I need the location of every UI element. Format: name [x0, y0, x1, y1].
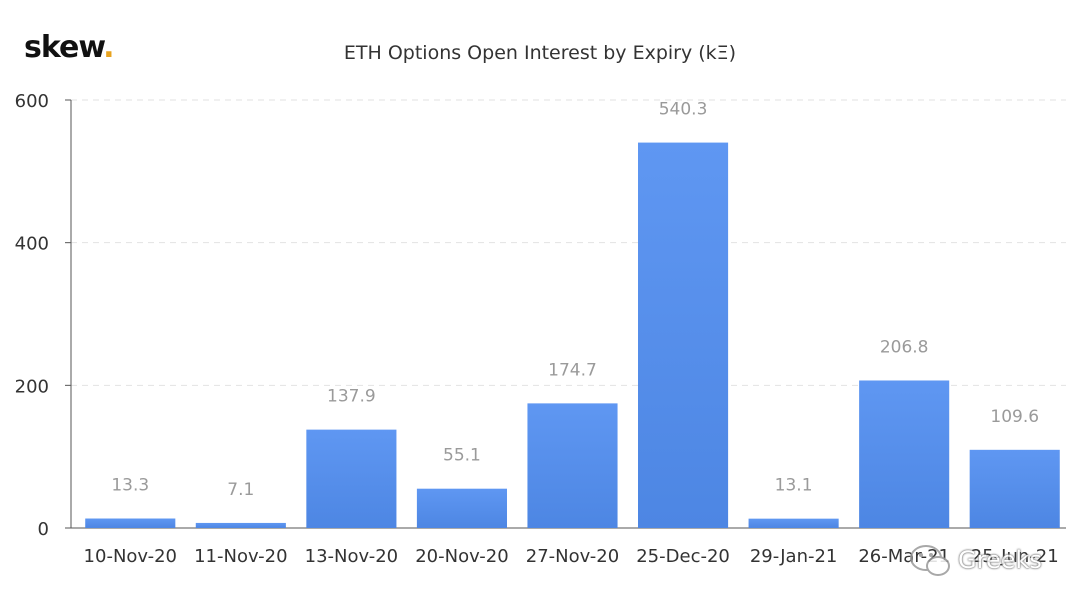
bar-25-Jun-21	[969, 449, 1060, 528]
x-tick-label-25-Dec-20: 25-Dec-20	[636, 546, 730, 567]
data-label-20-Nov-20: 55.1	[443, 446, 481, 466]
brand-name: skew	[24, 30, 104, 65]
bar-25-Dec-20	[638, 142, 729, 528]
x-tick-label-29-Jan-21: 29-Jan-21	[750, 546, 838, 567]
bar-20-Nov-20	[416, 488, 507, 528]
data-label-27-Nov-20: 174.7	[548, 360, 597, 380]
skew-logo: skew.	[24, 30, 115, 65]
data-label-11-Nov-20: 7.1	[227, 480, 254, 500]
x-tick-label-26-Mar-21: 26-Mar-21	[858, 546, 950, 567]
y-tick-label-0: 0	[38, 519, 49, 540]
chart-title: ETH Options Open Interest by Expiry (kΞ)	[343, 42, 737, 64]
data-labels: 13.3 7.1 137.9 55.1 174.7 540.3 13.1 206.8 109.6	[111, 100, 1039, 500]
bar-27-Nov-20	[527, 403, 618, 528]
x-tick-label-25-Jun-21: 25-Jun-21	[971, 546, 1059, 567]
brand-dot: .	[103, 30, 114, 65]
y-tick-label-600: 600	[15, 91, 49, 112]
bar-10-Nov-20	[85, 518, 176, 528]
bar-11-Nov-20	[195, 522, 286, 528]
watermark: Greeks	[906, 540, 1056, 580]
x-tick-label-20-Nov-20: 20-Nov-20	[415, 546, 508, 567]
x-tick-label-10-Nov-20: 10-Nov-20	[84, 546, 177, 567]
x-tick-label-13-Nov-20: 13-Nov-20	[305, 546, 398, 567]
bar-26-Mar-21	[859, 380, 950, 528]
data-label-13-Nov-20: 137.9	[327, 387, 376, 407]
y-tick-label-200: 200	[15, 376, 49, 397]
bar-13-Nov-20	[306, 429, 397, 528]
data-label-29-Jan-21: 13.1	[775, 476, 813, 496]
tick-labels: 0 200 400 600 10-Nov-20 11-Nov-20 13-Nov-20 20-…	[15, 91, 1059, 567]
x-tick-label-11-Nov-20: 11-Nov-20	[194, 546, 287, 567]
data-label-10-Nov-20: 13.3	[111, 476, 149, 496]
bars	[85, 142, 1060, 528]
y-tick-label-400: 400	[15, 234, 49, 255]
x-tick-label-27-Nov-20: 27-Nov-20	[526, 546, 619, 567]
watermark-text: Greeks	[958, 546, 1042, 574]
data-label-25-Dec-20: 540.3	[659, 100, 708, 120]
bar-29-Jan-21	[748, 518, 839, 528]
wechat-icon	[910, 545, 950, 576]
data-label-25-Jun-21: 109.6	[990, 407, 1039, 427]
data-label-26-Mar-21: 206.8	[880, 337, 929, 357]
